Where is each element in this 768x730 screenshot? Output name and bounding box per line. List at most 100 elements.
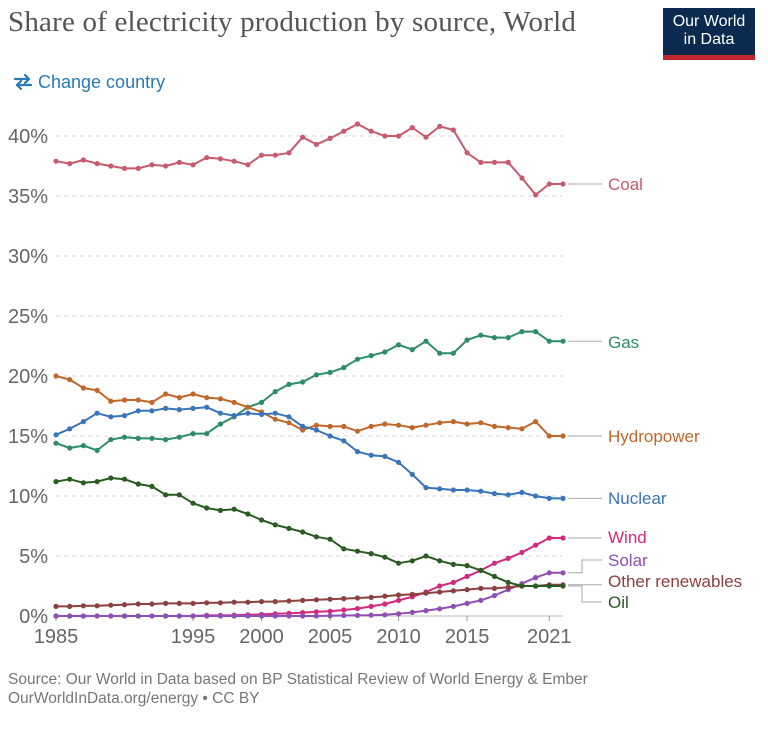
other_renewables-point: [409, 591, 415, 598]
hydropower-point: [80, 385, 87, 391]
other_renewables-point: [491, 585, 498, 592]
hydropower-point: [560, 433, 566, 439]
source-note: Source: Our World in Data based on BP St…: [8, 671, 588, 688]
solar-point: [286, 613, 292, 619]
nuclear-point: [108, 414, 114, 420]
owid-logo[interactable]: Our World in Data: [663, 8, 755, 60]
nuclear-point: [437, 486, 443, 492]
other_renewables-point: [437, 589, 443, 595]
coal-point: [108, 163, 114, 169]
gas-point: [272, 389, 278, 395]
oil-point: [546, 583, 552, 589]
other_renewables-point: [149, 601, 155, 607]
nuclear-point: [464, 487, 470, 493]
oil-point: [368, 551, 374, 557]
y-tick-label: 40%: [8, 126, 48, 148]
series-wind: [53, 535, 566, 619]
gas-point: [437, 350, 443, 356]
solar-point: [560, 570, 566, 576]
other_renewables-point: [464, 587, 470, 593]
nuclear-point: [286, 414, 292, 420]
hydropower-point: [231, 399, 237, 405]
solar-point: [354, 612, 361, 619]
oil-point: [437, 558, 443, 564]
other_renewables-point: [94, 603, 100, 609]
other_renewables-point: [395, 592, 402, 598]
solar-point: [80, 613, 87, 619]
nuclear-point: [272, 410, 278, 416]
gas-point: [163, 437, 169, 443]
coal-point: [478, 159, 484, 165]
series-other_renewables: [53, 582, 566, 610]
hydropower-point: [341, 423, 347, 429]
coal-point: [423, 134, 429, 140]
oil-point: [204, 505, 210, 511]
solar-point: [231, 613, 237, 619]
gas-point: [258, 399, 265, 405]
oil-point: [491, 573, 498, 580]
other_renewables-point: [231, 599, 237, 605]
nuclear-line: [55, 406, 563, 500]
gas-point: [176, 434, 182, 440]
series-oil: [53, 475, 566, 589]
nuclear-point: [546, 495, 552, 501]
gas-point: [560, 338, 566, 344]
coal-point: [121, 165, 128, 171]
nuclear-point: [217, 410, 224, 416]
gas-point: [341, 365, 347, 371]
hydropower-point: [204, 395, 210, 401]
gas-point: [217, 421, 224, 427]
oil-point: [382, 554, 388, 560]
gas-point: [505, 335, 511, 341]
oil-point: [519, 583, 525, 589]
change-country-button[interactable]: Change country: [13, 70, 165, 94]
oil-point: [80, 480, 87, 486]
hydropower-point: [108, 398, 114, 404]
oil-point: [135, 481, 141, 487]
gas-point: [546, 338, 552, 344]
oil-point: [163, 492, 169, 498]
solar-point: [163, 613, 169, 619]
other_renewables-point: [176, 600, 182, 607]
solar-point: [176, 613, 182, 619]
oil-point: [560, 583, 566, 589]
series-label-solar: Solar: [608, 551, 648, 570]
wind-point: [546, 535, 552, 541]
hydropower-point: [354, 428, 361, 434]
other_renewables-point: [368, 594, 374, 601]
series-label-hydropower: Hydropower: [608, 427, 700, 446]
coal-line: [55, 123, 563, 196]
nuclear-point: [135, 408, 141, 414]
nuclear-point: [163, 405, 169, 411]
oil-point: [149, 483, 155, 489]
solar-point: [395, 611, 402, 617]
hydropower-point: [135, 397, 141, 403]
solar-point: [437, 606, 443, 612]
coal-point: [231, 158, 237, 164]
oil-point: [258, 517, 265, 523]
nuclear-point: [190, 405, 196, 411]
hydropower-point: [382, 421, 388, 427]
wind-point: [505, 555, 511, 562]
series-label-gas: Gas: [608, 333, 639, 352]
x-tick-label: 2015: [445, 626, 490, 648]
gas-point: [94, 447, 100, 453]
coal-point: [53, 158, 59, 164]
nuclear-point: [354, 449, 361, 455]
oil-point: [450, 561, 456, 568]
wind-point: [491, 560, 498, 566]
oil-point: [464, 563, 470, 569]
solar-point: [94, 613, 100, 619]
solar-point: [368, 612, 374, 618]
oil-point: [108, 475, 114, 481]
license-link[interactable]: OurWorldInData.org/energy • CC BY: [8, 690, 260, 707]
nuclear-point: [80, 419, 87, 425]
oil-line: [55, 477, 563, 587]
coal-point: [204, 155, 210, 161]
chart-footer: Source: Our World in Data based on BP St…: [8, 670, 588, 708]
gas-line: [55, 330, 563, 452]
gas-point: [313, 372, 319, 378]
solar-point: [546, 570, 552, 576]
gas-point: [368, 353, 374, 359]
hydropower-point: [67, 377, 73, 383]
